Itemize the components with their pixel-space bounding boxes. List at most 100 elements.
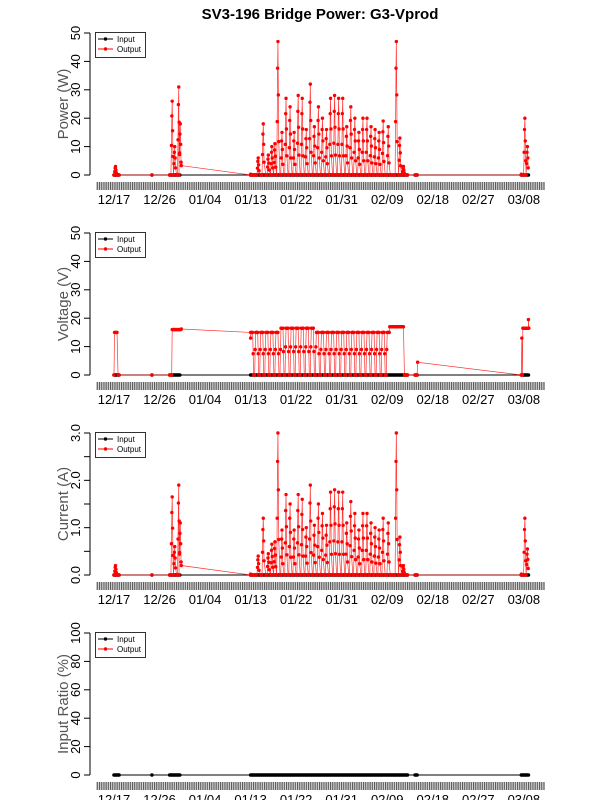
output-point <box>283 142 287 147</box>
output-point <box>299 345 303 349</box>
output-point <box>328 96 333 101</box>
output-point <box>377 528 381 532</box>
output-point <box>360 524 365 528</box>
x-tick-label: 12/17 <box>98 792 131 800</box>
output-point <box>336 540 340 544</box>
output-point <box>283 345 288 349</box>
output-point <box>267 168 271 172</box>
output-point <box>299 142 304 147</box>
output-point <box>523 516 527 520</box>
output-point <box>526 557 530 562</box>
output-point <box>115 330 119 335</box>
output-point <box>315 173 319 177</box>
output-point <box>271 573 276 577</box>
output-point <box>269 150 274 154</box>
x-tick-label: 03/08 <box>508 192 541 207</box>
output-point <box>348 146 352 150</box>
y-tick-label: 80 <box>68 654 83 668</box>
output-point <box>312 533 316 537</box>
output-point <box>171 573 176 577</box>
output-point <box>398 164 403 168</box>
y-tick-label: 40 <box>68 254 83 268</box>
x-tick-label: 02/09 <box>371 792 404 800</box>
panel-1: 0 10 20 30 40 50 Power (W) 12/17 12/26 01/04 01/13… <box>55 26 545 207</box>
output-point <box>352 330 356 335</box>
output-point <box>380 173 384 177</box>
output-point <box>354 347 359 352</box>
y-tick-label: 0.0 <box>68 566 83 584</box>
output-point <box>296 326 300 330</box>
input-point <box>177 773 182 777</box>
output-point <box>344 347 348 352</box>
output-point <box>398 535 402 539</box>
output-point <box>344 552 348 556</box>
output-point <box>261 142 266 147</box>
legend-label: Input <box>117 35 136 44</box>
output-point <box>283 573 287 577</box>
output-point <box>356 139 361 143</box>
x-tick-label: 03/08 <box>508 792 541 800</box>
x-tick-label: 01/22 <box>280 592 313 607</box>
x-tick-label: 01/31 <box>325 592 358 607</box>
output-point <box>377 330 381 335</box>
output-point <box>150 573 154 577</box>
x-tick-label: 12/17 <box>98 192 131 207</box>
output-point <box>286 326 290 330</box>
output-point <box>177 483 181 487</box>
y-axis-title: Power (W) <box>55 69 72 140</box>
output-point <box>276 431 280 435</box>
output-point <box>324 347 328 352</box>
output-point <box>274 565 278 569</box>
output-point <box>266 352 271 356</box>
output-point <box>372 173 376 177</box>
output-point <box>170 510 174 515</box>
output-point <box>395 93 399 97</box>
input-point <box>150 773 154 777</box>
series-output <box>112 317 531 377</box>
output-point <box>170 526 175 530</box>
output-point <box>320 524 324 528</box>
output-point <box>386 531 390 536</box>
output-point <box>262 559 266 563</box>
output-point <box>373 127 377 132</box>
output-point <box>325 543 329 547</box>
output-point <box>304 535 308 539</box>
x-tick-label: 12/26 <box>143 792 176 800</box>
output-point <box>345 125 349 129</box>
output-point <box>311 326 316 330</box>
output-point <box>336 96 341 101</box>
output-point <box>415 173 419 177</box>
output-point <box>177 573 181 577</box>
output-point <box>324 523 329 527</box>
x-tick-label: 01/31 <box>325 392 358 407</box>
output-point <box>364 347 369 352</box>
x-tick-label: 02/09 <box>371 192 404 207</box>
output-point <box>262 160 266 164</box>
output-point <box>268 347 273 352</box>
output-point <box>169 173 173 177</box>
output-point <box>256 163 261 167</box>
output-point <box>292 130 296 135</box>
output-point <box>292 147 297 152</box>
output-point <box>522 527 527 532</box>
output-point <box>402 567 406 572</box>
output-point <box>270 554 274 559</box>
output-point <box>332 109 336 114</box>
output-point <box>352 127 357 132</box>
output-point <box>372 330 376 335</box>
output-point <box>302 349 306 354</box>
output-point <box>322 352 326 356</box>
output-point <box>340 540 344 544</box>
output-point <box>357 546 362 550</box>
output-point <box>396 573 401 577</box>
y-tick-label: 20 <box>68 111 83 125</box>
output-point <box>386 521 390 525</box>
output-point <box>379 347 384 352</box>
output-point <box>355 573 360 577</box>
output-point <box>252 373 257 377</box>
output-point <box>381 527 385 532</box>
output-point <box>288 502 292 506</box>
output-point <box>286 349 291 354</box>
output-point <box>323 573 327 577</box>
